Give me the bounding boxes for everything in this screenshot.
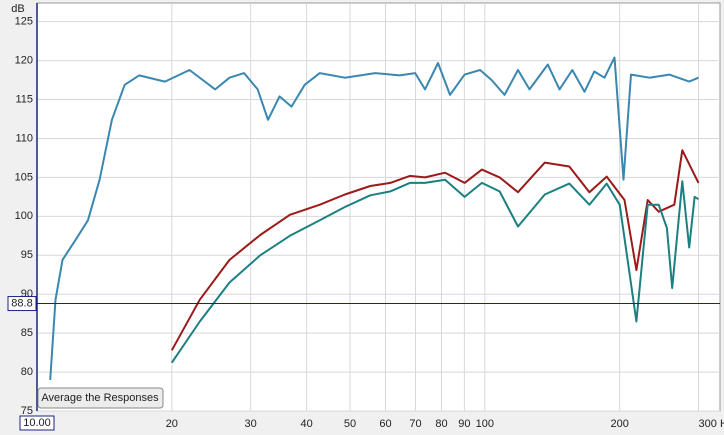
x-tick-label: 40 <box>301 418 313 430</box>
x-tick-label: 300 Hz <box>699 418 724 430</box>
y-tick-label: 110 <box>15 132 33 144</box>
cursor-y-label: 88.8 <box>11 297 32 309</box>
y-tick-label: 120 <box>15 55 33 67</box>
x-tick-label: 80 <box>435 418 447 430</box>
x-tick-label: 90 <box>458 418 470 430</box>
plot-area <box>36 2 721 412</box>
average-button-label[interactable]: Average the Responses <box>41 392 159 404</box>
cursor-x-label: 10.00 <box>23 417 51 429</box>
cursor-x-box <box>19 415 55 431</box>
x-tick-label: 200 <box>610 418 628 430</box>
x-tick-label: 100 <box>476 418 494 430</box>
y-tick-label: 75 <box>21 405 33 417</box>
y-tick-label: 95 <box>21 249 33 261</box>
y-tick-label: 125 <box>15 16 33 28</box>
y-tick-label: 105 <box>15 171 33 183</box>
response-line <box>49 56 699 380</box>
response-line <box>170 149 700 351</box>
y-tick-label: 85 <box>21 327 33 339</box>
y-tick-label: 115 <box>15 93 33 105</box>
x-tick-label: 30 <box>245 418 257 430</box>
cursor-y-box <box>7 296 37 312</box>
average-button[interactable] <box>37 387 164 409</box>
y-axis-label: dB <box>11 3 24 15</box>
response-line <box>170 178 700 364</box>
x-tick-label: 70 <box>409 418 421 430</box>
x-tick-label: 20 <box>166 418 178 430</box>
x-tick-label: 60 <box>379 418 391 430</box>
x-tick-label: 50 <box>344 418 356 430</box>
y-tick-label: 100 <box>15 210 33 222</box>
y-tick-label: 80 <box>21 366 33 378</box>
